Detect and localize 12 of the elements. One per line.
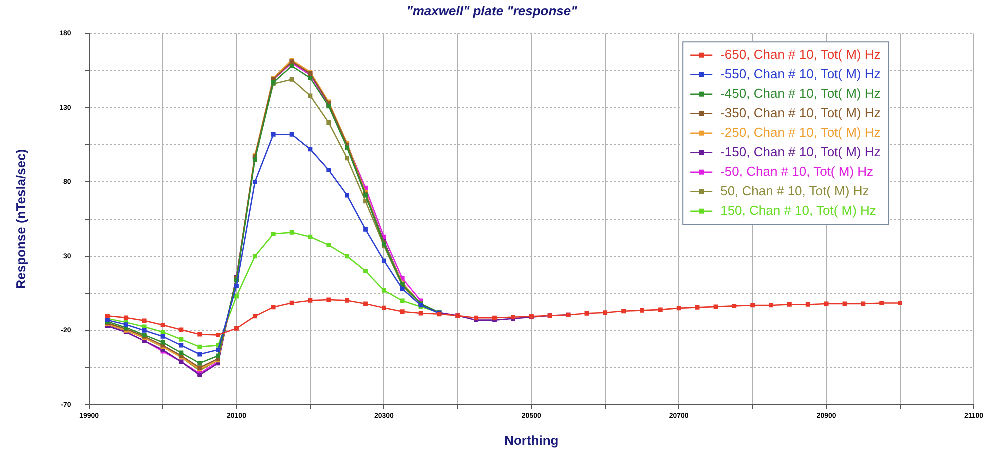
y-axis-title: Response (nTesla/sec) [13, 149, 28, 290]
legend-label: -650, Chan # 10, Tot( M) Hz [720, 46, 881, 62]
legend-label: -50, Chan # 10, Tot( M) Hz [720, 164, 874, 179]
legend-label: -150, Chan # 10, Tot( M) Hz [720, 144, 881, 160]
chart-title: "maxwell" plate "response" [406, 3, 578, 18]
x-axis-title: Northing [504, 432, 559, 448]
legend-label: -550, Chan # 10, Tot( M) Hz [720, 66, 881, 82]
legend-label: -250, Chan # 10, Tot( M) Hz [720, 124, 881, 140]
legend-label: -350, Chan # 10, Tot( M) Hz [720, 105, 881, 120]
legend-label: 150, Chan # 10, Tot( M) Hz [720, 202, 876, 218]
legend-label: -450, Chan # 10, Tot( M) Hz [720, 86, 881, 101]
legend-label: 50, Chan # 10, Tot( M) Hz [720, 183, 870, 198]
